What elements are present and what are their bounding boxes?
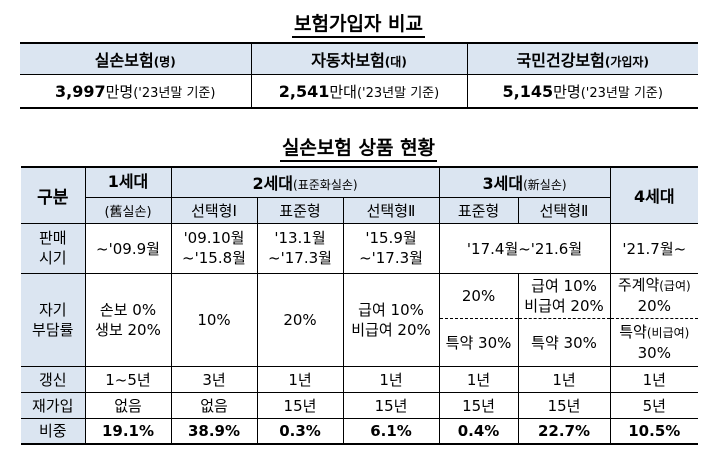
burden-gen3-sel-top: 급여 10% 비급여 20% <box>517 272 611 319</box>
gen1-header: 1세대 <box>84 166 172 198</box>
value-cell: 2,541만대('23년말 기준) <box>250 74 467 108</box>
products-table: 구분 1세대 2세대(표준화실손) 3세대(新실손) 4세대 (舊실손) 선택형… <box>21 166 699 445</box>
rejoin-cell: 15년 <box>342 391 440 419</box>
gen4-header: 4세대 <box>609 166 699 224</box>
share-cell: 10.5% <box>609 417 699 445</box>
sale-gen2-c: '15.9월 ~'17.3월 <box>342 222 440 274</box>
rejoin-cell: 5년 <box>609 391 699 419</box>
sale-gen4: '21.7월~ <box>609 222 699 274</box>
gen2-type: 선택형Ⅱ <box>342 196 440 224</box>
share-cell: 19.1% <box>84 417 172 445</box>
burden-gen2-a: 10% <box>170 272 258 367</box>
gen1-sub: (舊실손) <box>85 196 172 224</box>
rejoin-cell: 15년 <box>517 391 611 419</box>
burden-gen2-c: 급여 10% 비급여 20% <box>342 272 440 367</box>
header-cell: 실손보험(명) <box>20 43 251 75</box>
gen3-type: 선택형Ⅱ <box>517 196 611 224</box>
renewal-cell: 1년 <box>609 365 699 393</box>
generation-row: 구분 1세대 2세대(표준화실손) 3세대(新실손) 4세대 <box>21 166 699 224</box>
sale-gen1: ~'09.9월 <box>84 222 172 274</box>
share-cell: 0.4% <box>438 417 519 445</box>
burden-gen3-std-bottom: 특약 30% <box>439 317 519 367</box>
rejoin-cell: 없음 <box>84 391 172 419</box>
category-header: 구분 <box>21 166 86 224</box>
burden-gen3-sel-bottom: 특약 30% <box>517 317 611 367</box>
comparison-title: 보험가입자 비교 <box>0 9 717 38</box>
renewal-cell: 1년 <box>342 365 440 393</box>
type-row: (舊실손) 선택형Ⅰ 표준형 선택형Ⅱ 표준형 선택형Ⅱ <box>21 196 698 224</box>
renewal-cell: 1~5년 <box>84 365 172 393</box>
sale-period-row: 판매 시기 ~'09.9월 '09.10월 ~'15.8월 '13.1월 ~'17.3… <box>21 222 699 274</box>
share-row: 비중 19.1% 38.9% 0.3% 6.1% 0.4% 22.7% 10.5… <box>21 417 699 445</box>
comparison-header-row: 실손보험(명) 자동차보험(대) 국민건강보험(가입자) <box>20 43 698 75</box>
burden-row-bottom: 특약 30% 특약 30% 특약(비급여) 30% <box>21 317 699 367</box>
gen3-header: 3세대(新실손) <box>438 166 611 198</box>
header-cell: 국민건강보험(가입자) <box>466 43 698 75</box>
renewal-cell: 1년 <box>517 365 611 393</box>
sale-gen2-b: '13.1월 ~'17.3월 <box>256 222 344 274</box>
burden-gen4-top: 주계약(급여) 20% <box>609 272 699 319</box>
rejoin-cell: 15년 <box>256 391 344 419</box>
comparison-value-row: 3,997만명('23년말 기준) 2,541만대('23년말 기준) 5,14… <box>20 74 698 108</box>
row-label: 판매 시기 <box>21 222 86 274</box>
value-cell: 5,145만명('23년말 기준) <box>466 74 698 108</box>
gen2-type: 표준형 <box>256 196 344 224</box>
value-cell: 3,997만명('23년말 기준) <box>55 81 216 101</box>
comparison-table: 실손보험(명) 자동차보험(대) 국민건강보험(가입자) 3,997만명('23… <box>20 42 698 109</box>
renewal-cell: 1년 <box>438 365 519 393</box>
header-cell: 자동차보험(대) <box>250 43 467 75</box>
sale-gen3: '17.4월~'21.6월 <box>438 222 611 274</box>
renewal-cell: 1년 <box>256 365 344 393</box>
products-title: 실손보험 상품 현황 <box>0 133 717 162</box>
sale-gen2-a: '09.10월 ~'15.8월 <box>170 222 258 274</box>
share-cell: 22.7% <box>517 417 611 445</box>
rejoin-cell: 15년 <box>438 391 519 419</box>
row-label: 자기 부담률 <box>21 272 86 367</box>
row-label: 비중 <box>21 417 86 445</box>
rejoin-row: 재가입 없음 없음 15년 15년 15년 15년 5년 <box>21 391 699 419</box>
row-label: 갱신 <box>21 365 86 393</box>
gen2-header: 2세대(표준화실손) <box>170 166 440 198</box>
renewal-cell: 3년 <box>170 365 258 393</box>
burden-gen3-std-top: 20% <box>438 272 519 319</box>
burden-row-top: 자기 부담률 손보 0% 생보 20% 10% 20% 급여 10% 비급여 20% … <box>21 272 699 367</box>
rejoin-cell: 없음 <box>170 391 258 419</box>
renewal-row: 갱신 1~5년 3년 1년 1년 1년 1년 1년 <box>21 365 699 393</box>
row-label: 재가입 <box>21 391 86 419</box>
share-cell: 38.9% <box>170 417 258 445</box>
burden-gen1: 손보 0% 생보 20% <box>84 272 172 367</box>
share-cell: 6.1% <box>342 417 440 445</box>
burden-gen4-bottom: 특약(비급여) 30% <box>609 317 699 367</box>
gen3-type: 표준형 <box>438 196 519 224</box>
share-cell: 0.3% <box>256 417 344 445</box>
burden-gen2-b: 20% <box>256 272 344 367</box>
gen2-type: 선택형Ⅰ <box>170 196 258 224</box>
